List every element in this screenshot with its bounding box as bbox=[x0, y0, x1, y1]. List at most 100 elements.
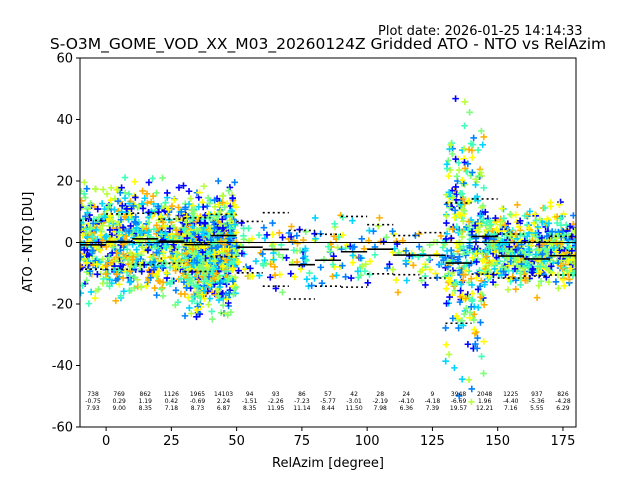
scatter-point bbox=[93, 260, 101, 268]
scatter-point bbox=[201, 271, 208, 279]
scatter-point bbox=[184, 276, 191, 283]
y-tick-label: 40 bbox=[56, 113, 73, 128]
scatter-point bbox=[151, 284, 158, 292]
scatter-point bbox=[568, 247, 576, 255]
scatter-point bbox=[279, 234, 286, 241]
scatter-point bbox=[478, 127, 485, 135]
scatter-point bbox=[270, 256, 277, 264]
scatter-point bbox=[527, 242, 535, 249]
scatter-point bbox=[545, 220, 553, 227]
scatter-point bbox=[460, 271, 467, 278]
scatter-point bbox=[437, 232, 445, 240]
scatter-point bbox=[456, 298, 464, 306]
scatter-point bbox=[94, 205, 102, 213]
scatter-point bbox=[470, 311, 478, 318]
scatter-point bbox=[91, 294, 99, 302]
scatter-point bbox=[454, 258, 462, 266]
scatter-point bbox=[219, 199, 226, 206]
scatter-point bbox=[311, 275, 318, 282]
scatter-point bbox=[138, 200, 146, 208]
scatter-point bbox=[473, 258, 480, 266]
scatter-point bbox=[451, 287, 459, 294]
scatter-point bbox=[458, 233, 466, 241]
scatter-point bbox=[517, 270, 524, 277]
scatter-point bbox=[92, 226, 100, 234]
scatter-point bbox=[456, 245, 464, 252]
scatter-point bbox=[506, 231, 514, 239]
scatter-point bbox=[467, 303, 475, 311]
scatter-point bbox=[275, 251, 283, 258]
scatter-point bbox=[219, 245, 227, 253]
scatter-point bbox=[468, 297, 476, 305]
scatter-point bbox=[190, 260, 197, 267]
scatter-point bbox=[375, 222, 382, 230]
scatter-point bbox=[349, 217, 356, 225]
scatter-point bbox=[364, 279, 372, 287]
scatter-point bbox=[101, 233, 109, 241]
bin-count-label: 57 bbox=[324, 391, 332, 398]
y-tick-label: -20 bbox=[52, 298, 73, 313]
bin-count-label: 1126 bbox=[164, 391, 179, 398]
scatter-point bbox=[465, 294, 473, 301]
scatter-point bbox=[330, 233, 338, 240]
scatter-point bbox=[516, 231, 524, 239]
scatter-point bbox=[159, 248, 167, 256]
scatter-point bbox=[161, 222, 169, 230]
scatter-point bbox=[525, 245, 533, 253]
scatter-point bbox=[84, 209, 91, 217]
bin-mean-label: 2.24 bbox=[217, 398, 231, 405]
scatter-point bbox=[121, 194, 129, 202]
x-axis-ticks: 0 25 50 75 100 125 150 175 bbox=[102, 427, 575, 449]
scatter-point bbox=[105, 203, 112, 211]
scatter-point bbox=[214, 274, 222, 282]
scatter-point bbox=[522, 277, 529, 284]
bin-count-label: 826 bbox=[557, 391, 569, 398]
scatter-point bbox=[200, 224, 208, 232]
scatter-point bbox=[417, 268, 424, 275]
scatter-point bbox=[226, 217, 234, 224]
scatter-point bbox=[402, 257, 410, 264]
scatter-point bbox=[376, 214, 383, 222]
bin-mean-label: -0.75 bbox=[85, 398, 101, 405]
bin-count-label: 42 bbox=[350, 391, 358, 398]
scatter-point bbox=[230, 257, 237, 265]
x-tick-label: 50 bbox=[228, 434, 245, 449]
scatter-point bbox=[105, 215, 112, 223]
scatter-point bbox=[260, 224, 268, 232]
scatter-point bbox=[571, 227, 576, 235]
scatter-point bbox=[245, 237, 253, 245]
scatter-point bbox=[152, 271, 160, 278]
scatter-point bbox=[138, 243, 146, 251]
scatter-point bbox=[297, 265, 305, 273]
scatter-point bbox=[80, 223, 85, 231]
scatter-point bbox=[147, 274, 154, 281]
scatter-point bbox=[556, 240, 564, 248]
scatter-point bbox=[130, 202, 137, 210]
scatter-point bbox=[127, 263, 134, 271]
scatter-point bbox=[155, 208, 162, 216]
scatter-point bbox=[233, 242, 240, 250]
scatter-point bbox=[118, 202, 126, 210]
scatter-point bbox=[139, 205, 147, 212]
scatter-point bbox=[219, 289, 227, 297]
scatter-point bbox=[271, 263, 278, 271]
bin-std-label: 19.57 bbox=[450, 405, 467, 412]
scatter-point bbox=[567, 265, 575, 272]
scatter-point bbox=[87, 200, 94, 207]
scatter-point bbox=[85, 300, 93, 307]
scatter-point bbox=[478, 353, 485, 360]
scatter-point bbox=[168, 230, 175, 238]
scatter-point bbox=[183, 219, 190, 226]
scatter-point bbox=[199, 265, 207, 273]
scatter-point bbox=[112, 257, 120, 264]
scatter-point bbox=[514, 201, 521, 209]
scatter-point bbox=[303, 275, 311, 283]
bin-mean-label: -2.26 bbox=[268, 398, 284, 405]
scatter-point bbox=[118, 184, 125, 192]
x-tick-label: 150 bbox=[485, 434, 510, 449]
bin-mean-label: 0.42 bbox=[165, 398, 179, 405]
scatter-point bbox=[80, 197, 85, 205]
scatter-point bbox=[211, 290, 219, 298]
scatter-point bbox=[473, 250, 480, 257]
scatter-point bbox=[349, 244, 356, 251]
